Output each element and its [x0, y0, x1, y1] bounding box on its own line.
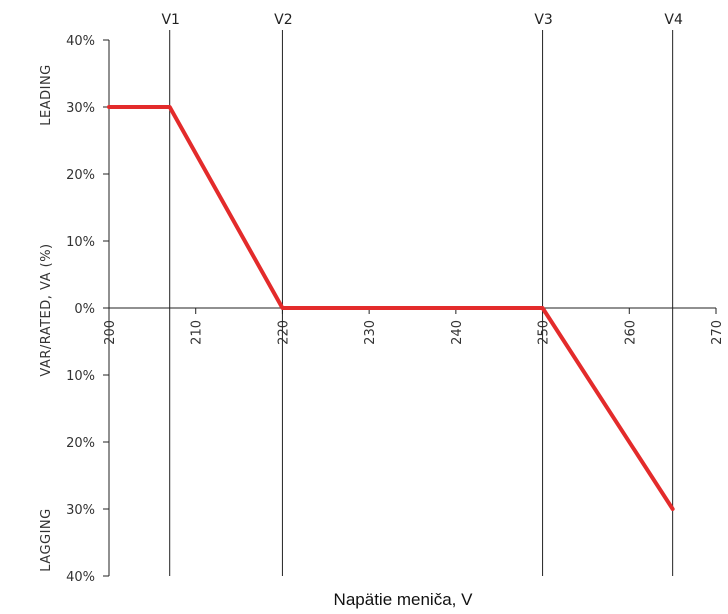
- marker-label-v4: V4: [664, 12, 683, 28]
- ylabel-bottom: LAGGING: [39, 508, 54, 572]
- x-tick-label: 250: [537, 320, 552, 345]
- series-group: [107, 105, 675, 511]
- series-point: [108, 106, 110, 108]
- vertical-markers: V1 V2 V3 V4: [161, 12, 683, 576]
- x-tick-label: 210: [190, 320, 205, 345]
- y-tick-label: 20%: [66, 168, 95, 183]
- marker-label-v3: V3: [534, 12, 552, 28]
- y-tick-label: 30%: [66, 503, 95, 518]
- series-point: [169, 106, 171, 108]
- x-tick-label: 270: [710, 320, 725, 345]
- y-tick-label: 20%: [66, 436, 95, 451]
- ylabel-main: VAR/RATED, VA (%): [39, 243, 54, 376]
- marker-label-v1: V1: [161, 12, 179, 28]
- x-tick-label: 220: [276, 320, 291, 345]
- y-tick-label: 40%: [66, 34, 95, 49]
- x-axis-title: Napätie meniča, V: [334, 590, 474, 609]
- ylabel-top: LEADING: [39, 64, 54, 126]
- axes: 40% 30% 20% 10% 0% 10% 20% 30% 40% 200 210 220 230 24…: [66, 34, 725, 585]
- series-point: [542, 307, 544, 309]
- y-tick-label: 10%: [66, 235, 95, 250]
- y-tick-label: 10%: [66, 369, 95, 384]
- y-tick-label: 40%: [66, 570, 95, 585]
- x-tick-label: 230: [363, 320, 378, 345]
- y-tick-label: 30%: [66, 101, 95, 116]
- labels: LEADING VAR/RATED, VA (%) LAGGING Napäti…: [39, 64, 473, 609]
- y-tick-label: 0%: [74, 302, 95, 317]
- x-tick-label: 260: [623, 320, 638, 345]
- series-point: [281, 307, 283, 309]
- series-point: [672, 508, 674, 510]
- x-tick-label: 240: [450, 320, 465, 345]
- marker-label-v2: V2: [274, 12, 292, 28]
- x-tick-label: 200: [103, 320, 118, 345]
